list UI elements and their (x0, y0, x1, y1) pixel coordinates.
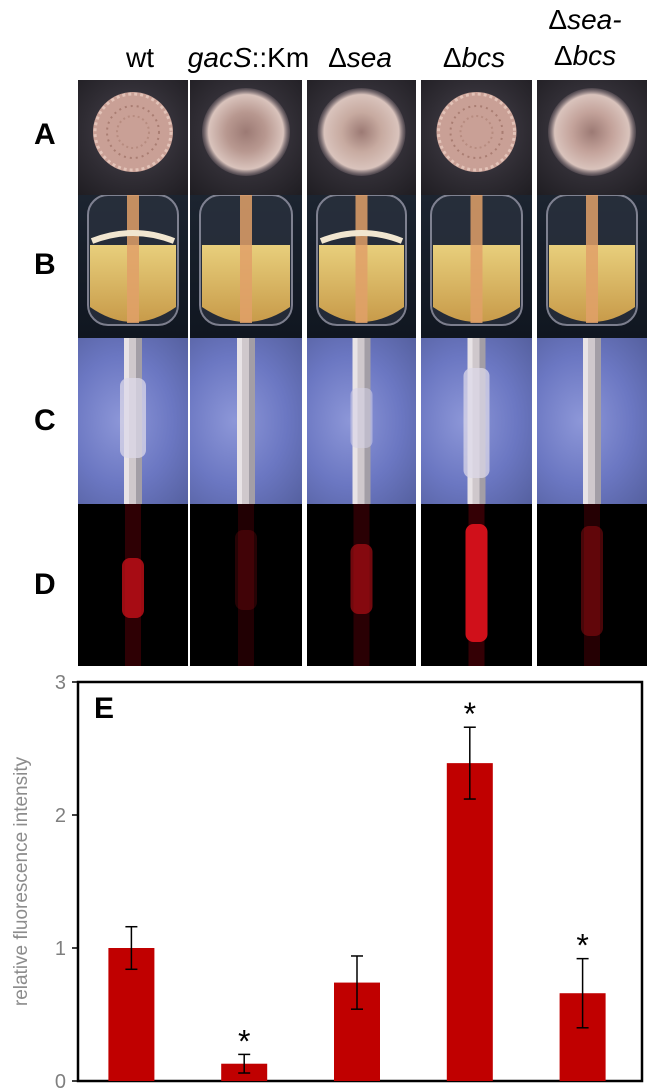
fluorescence-photo-sea-bcs (537, 504, 647, 666)
colony-photo-wt (78, 80, 188, 195)
tube-photo-sea (307, 195, 416, 338)
column-label-gacs: gacS::Km (187, 42, 310, 73)
significance-marker: * (576, 928, 588, 964)
panel-label-e: E (94, 692, 114, 725)
y-tick-label: 0 (55, 1071, 66, 1090)
fluorescence-photo-sea (307, 504, 416, 666)
stick-photo-gacs (190, 338, 302, 504)
colony-photo-sea (307, 80, 416, 195)
column-label-sea-bcs: Δsea- Δbcs (548, 4, 622, 71)
stick-photo-sea (307, 338, 416, 504)
row-label-c: C (34, 404, 56, 437)
row-label-b: B (34, 248, 56, 281)
significance-marker: * (464, 696, 476, 732)
tube-photo-wt (78, 195, 188, 338)
stick-photo-bcs (421, 338, 532, 504)
fluorescence-photo-wt (78, 504, 188, 666)
column-label-sea: Δsea (328, 42, 392, 73)
colony-photo-gacs (190, 80, 302, 195)
column-label-wt: wt (126, 42, 154, 73)
y-tick-label: 3 (55, 672, 66, 694)
tube-photo-bcs (421, 195, 532, 338)
stick-photo-wt (78, 338, 188, 504)
row-label-a: A (34, 118, 56, 151)
y-tick-label: 2 (55, 805, 66, 827)
column-label-bcs: Δbcs (442, 42, 506, 73)
significance-marker: * (238, 1023, 250, 1059)
fluorescence-photo-gacs (190, 504, 302, 666)
bar-wt (108, 948, 155, 1081)
colony-photo-sea-bcs (537, 80, 647, 195)
tube-photo-sea-bcs (537, 195, 647, 338)
colony-photo-bcs (421, 80, 532, 195)
y-tick-label: 1 (55, 938, 66, 960)
tube-photo-gacs (190, 195, 302, 338)
fluorescence-photo-bcs (421, 504, 532, 666)
stick-photo-sea-bcs (537, 338, 647, 504)
bar--bcs (446, 763, 493, 1081)
y-axis-label: relative fluorescence intensity (11, 756, 32, 1006)
fluorescence-bar-chart: 0 1 2 3 relative fluorescence intensity E * * * (11, 672, 644, 1090)
row-label-d: D (34, 568, 56, 601)
